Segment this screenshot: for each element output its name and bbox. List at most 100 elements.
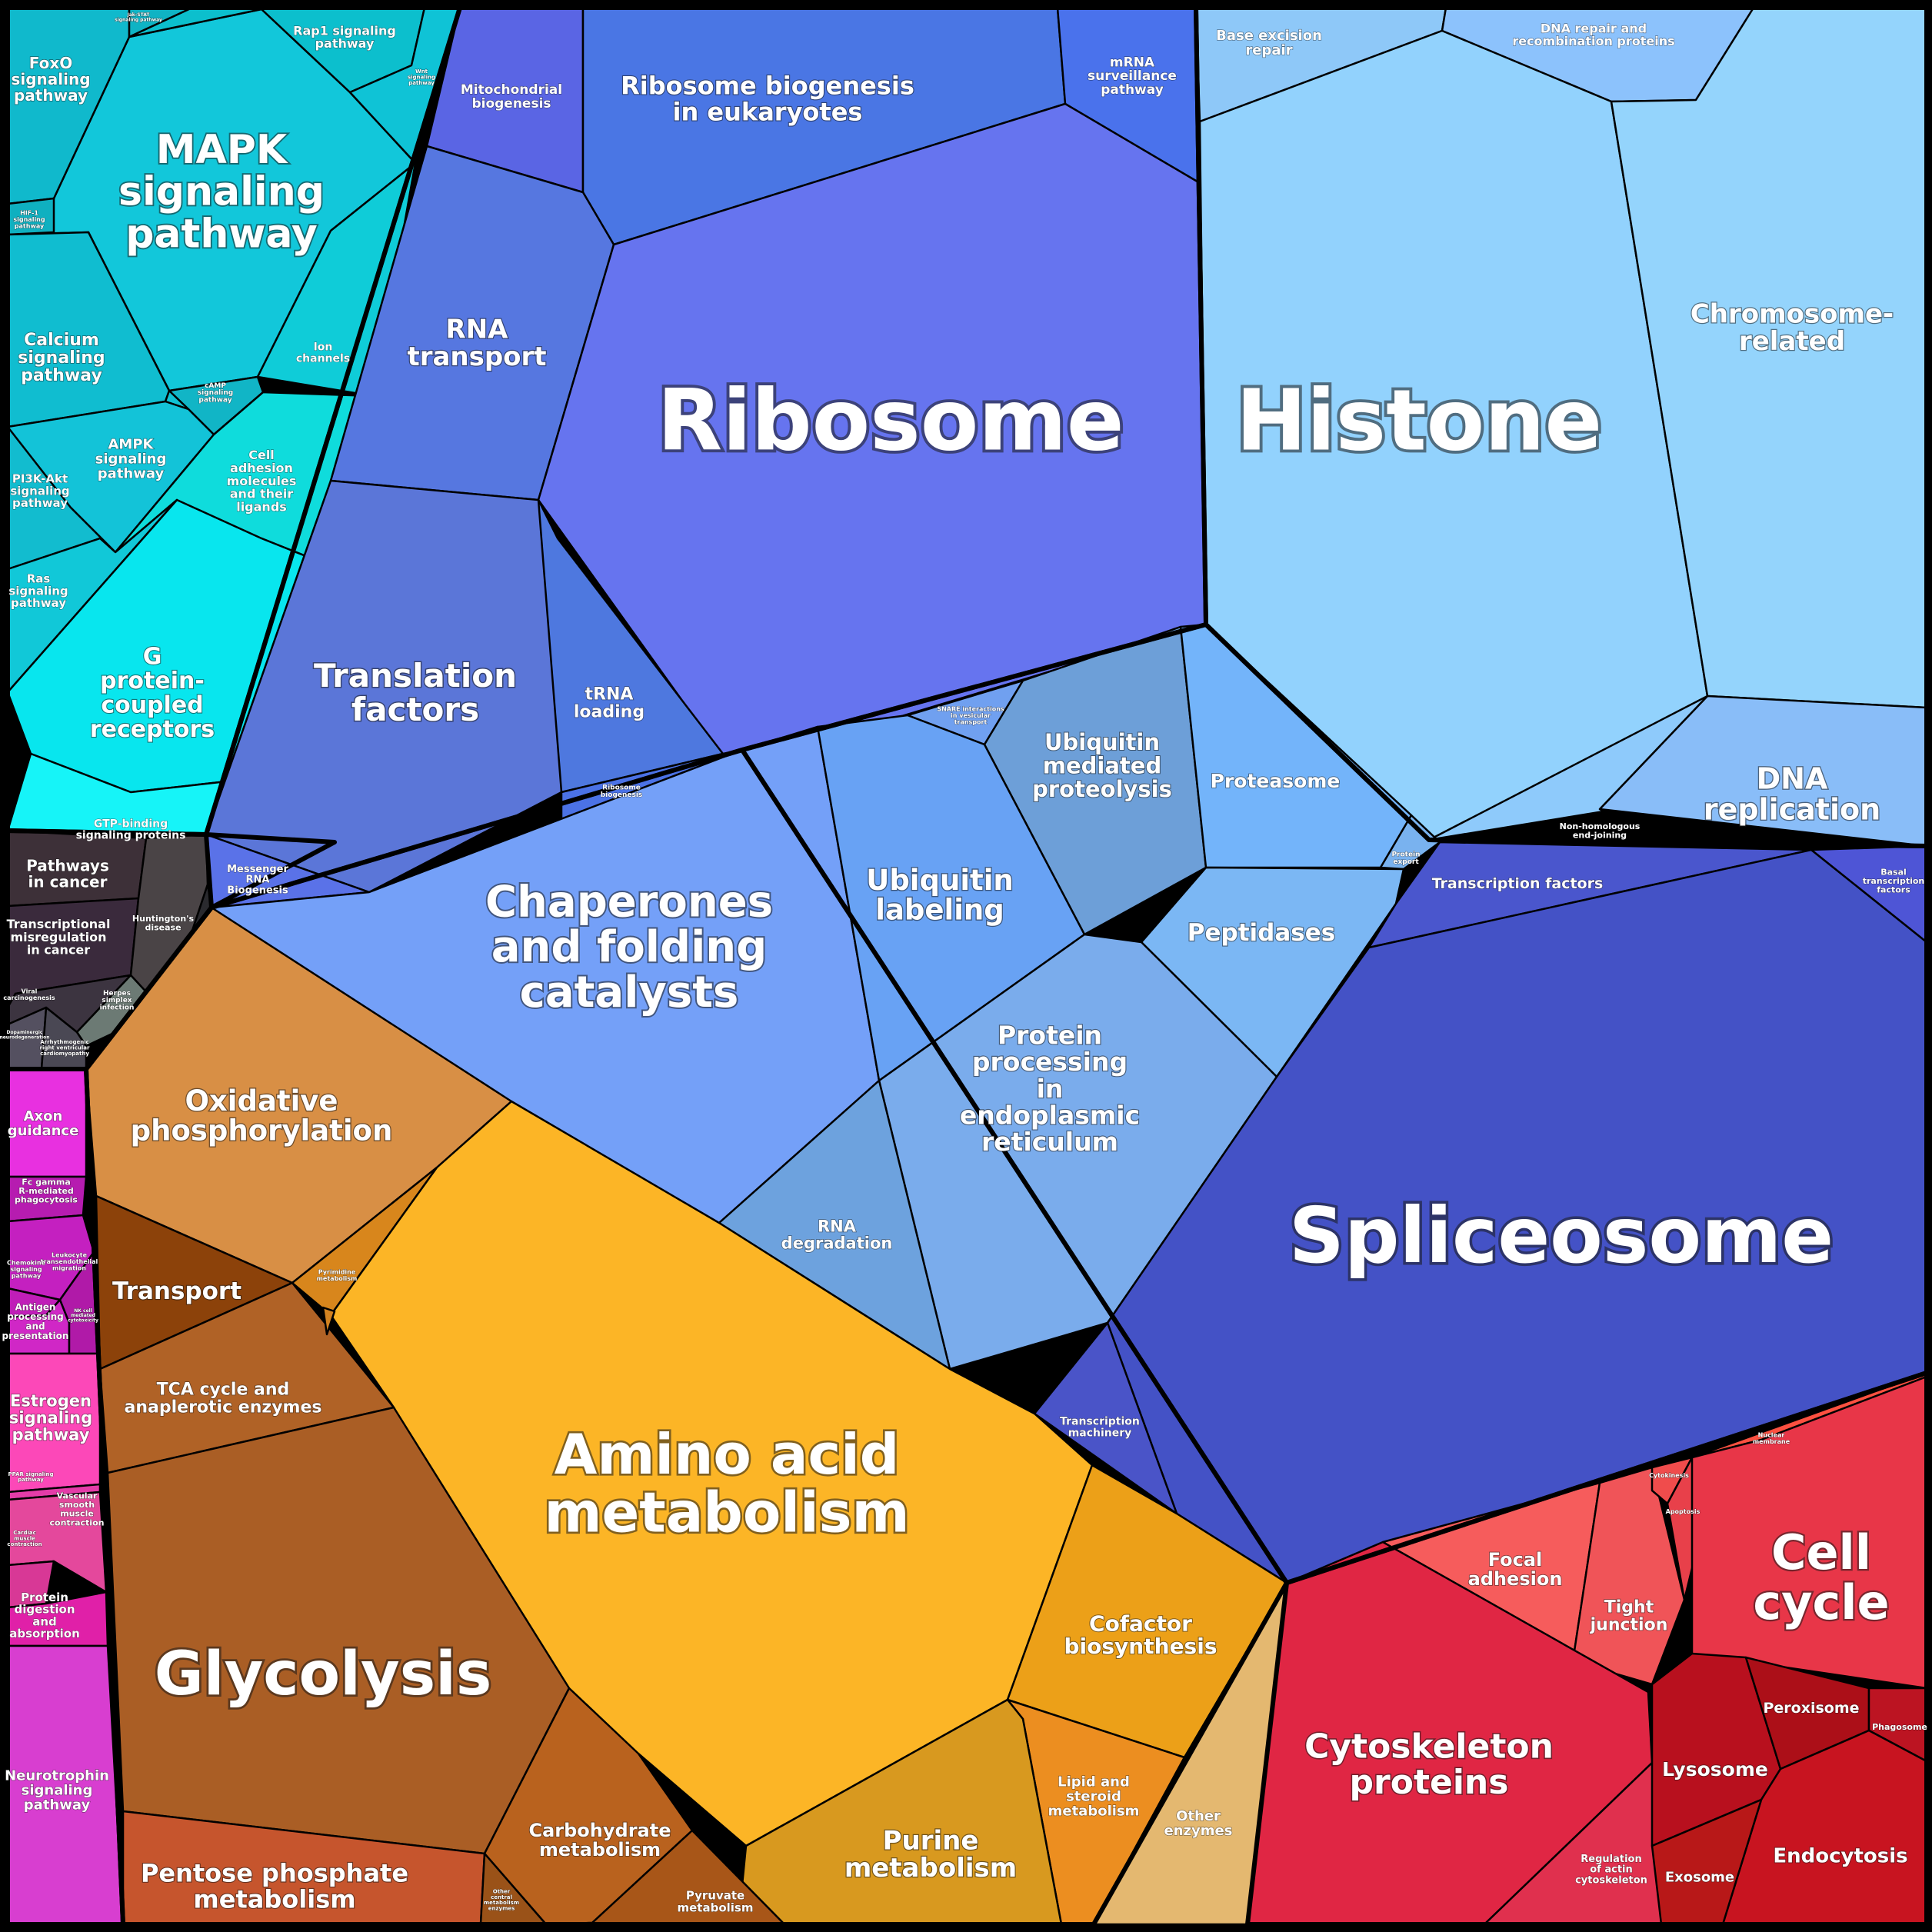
- label-line: reticulum: [981, 1127, 1118, 1157]
- label-line: neurodegeneration: [0, 1034, 50, 1040]
- label-line: Transcription: [1060, 1416, 1140, 1428]
- label-line: channels: [296, 352, 350, 365]
- label-apoptosis: Apoptosis: [1666, 1508, 1700, 1515]
- label-line: transendothelial: [41, 1258, 98, 1265]
- label-ubiqlab: Ubiquitin labeling: [866, 864, 1013, 927]
- label-chemokine: Chemokine signaling pathway: [7, 1259, 46, 1279]
- label-line: Translation: [314, 657, 517, 695]
- label-transmach: Transcription machinery: [1060, 1416, 1140, 1440]
- label-line: Lipid and: [1058, 1774, 1130, 1790]
- label-pathcancer: Pathways in cancer: [26, 857, 109, 891]
- label-line: Pyrimidine: [318, 1269, 356, 1276]
- label-line: Neurotrophin: [5, 1768, 109, 1784]
- label-line: Transcriptional: [7, 917, 111, 931]
- label-line: DNA repair and: [1541, 21, 1647, 35]
- label-mapk: MAPK signaling pathway: [118, 127, 325, 257]
- label-line: Antigen: [15, 1301, 56, 1312]
- label-line: pathway: [18, 1477, 44, 1483]
- label-line: muscle: [60, 1509, 94, 1519]
- label-line: proteolysis: [1032, 776, 1172, 802]
- label-line: Non-homologous: [1560, 821, 1641, 831]
- label-line: Spliceosome: [1289, 1191, 1834, 1281]
- label-line: signaling: [198, 389, 233, 397]
- label-calcium: Calcium signaling pathway: [18, 331, 105, 385]
- label-ppar: PPAR signaling pathway: [8, 1471, 54, 1483]
- label-line: in eukaryotes: [673, 97, 863, 126]
- label-line: Cofactor: [1089, 1611, 1192, 1636]
- label-line: Chromosome-: [1690, 298, 1894, 329]
- label-line: signaling: [9, 1409, 92, 1427]
- label-line: enzymes: [1164, 1823, 1233, 1839]
- label-line: disease: [145, 923, 181, 933]
- label-peroxisome: Peroxisome: [1763, 1700, 1859, 1717]
- label-line: pathway: [11, 596, 66, 610]
- label-line: signaling: [10, 1266, 42, 1273]
- label-line: export: [1393, 858, 1419, 866]
- label-line: Other: [1176, 1808, 1221, 1824]
- label-line: contraction: [50, 1517, 105, 1527]
- label-line: Regulation: [1581, 1854, 1641, 1865]
- label-antigen: Antigen processing and presentation: [2, 1301, 69, 1341]
- label-line: transport: [407, 341, 546, 372]
- label-line: metabolism: [317, 1275, 358, 1282]
- label-exosome: Exosome: [1665, 1869, 1734, 1885]
- label-line: transcription: [1863, 876, 1925, 886]
- label-line: in cancer: [27, 943, 90, 958]
- label-baseexc: Base excision repair: [1216, 28, 1322, 58]
- label-line: Other: [493, 1888, 511, 1894]
- label-line: Peptidases: [1188, 919, 1335, 947]
- label-line: of actin: [1590, 1864, 1633, 1876]
- label-line: Protein: [1391, 851, 1420, 859]
- label-line: cycle: [1753, 1574, 1889, 1631]
- label-line: cytoskeleton: [1575, 1874, 1647, 1886]
- label-pentose: Pentose phosphate metabolism: [141, 1859, 408, 1914]
- label-line: contraction: [7, 1541, 42, 1547]
- label-neurotroph: Neurotrophin signaling pathway: [5, 1768, 109, 1814]
- label-camp: cAMP signaling pathway: [198, 382, 233, 405]
- label-line: Herpes: [103, 990, 131, 998]
- label-othercentral: Other central metabolism enzymes: [484, 1888, 519, 1911]
- label-vascular: Vascular smooth muscle contraction: [50, 1491, 105, 1528]
- label-messenger: Messenger RNA Biogenesis: [227, 864, 288, 896]
- label-histone: Histone: [1236, 371, 1602, 470]
- label-line: pathway: [198, 397, 232, 405]
- label-line: Purine: [883, 1825, 979, 1856]
- label-axon: Axon guidance: [8, 1108, 79, 1139]
- label-line: end-joining: [1573, 831, 1627, 841]
- label-endocytosis: Endocytosis: [1773, 1844, 1907, 1867]
- label-line: factors: [1877, 885, 1910, 895]
- label-protexport: Protein export: [1391, 851, 1420, 866]
- label-line: signaling proteins: [76, 829, 186, 841]
- label-line: Cell: [1771, 1524, 1871, 1581]
- label-line: Cell: [248, 448, 275, 462]
- label-line: metabolism: [484, 1900, 519, 1906]
- label-line: Leukocyte: [52, 1251, 88, 1258]
- label-line: in cancer: [28, 873, 108, 891]
- label-line: machinery: [1068, 1427, 1132, 1439]
- label-line: signaling: [95, 451, 167, 467]
- label-hif1: HIF-1 signaling pathway: [13, 209, 45, 229]
- label-line: AMPK: [108, 437, 155, 453]
- label-cofactor: Cofactor biosynthesis: [1064, 1611, 1217, 1658]
- label-herpes: Herpes simplex infection: [100, 990, 135, 1012]
- label-line: tRNA: [585, 685, 634, 704]
- label-line: metabolism: [678, 1900, 754, 1914]
- label-protproc: Protein processing in endoplasmic reticulum: [960, 1021, 1140, 1158]
- label-line: Ubiquitin: [866, 864, 1013, 897]
- label-line: related: [1739, 326, 1845, 357]
- label-line: presentation: [2, 1331, 69, 1341]
- label-dis2: Arrhythmogenic right ventricular cardiomyo…: [40, 1039, 90, 1057]
- label-line: RNA: [446, 314, 509, 345]
- label-ubiqprot: Ubiquitin mediated proteolysis: [1032, 729, 1172, 802]
- label-line: biogenesis: [471, 96, 551, 112]
- label-line: in: [1037, 1074, 1064, 1104]
- label-line: Focal: [1488, 1549, 1543, 1571]
- label-estrogen: Estrogen signaling pathway: [9, 1392, 92, 1444]
- label-line: DNA: [1757, 762, 1828, 796]
- label-line: signaling: [13, 216, 45, 223]
- label-line: in vesicular: [951, 712, 991, 719]
- label-line: right ventricular: [40, 1045, 90, 1051]
- label-line: Nuclear: [1758, 1432, 1785, 1439]
- label-line: Rap1 signaling: [293, 23, 396, 38]
- label-line: phosphorylation: [131, 1114, 393, 1148]
